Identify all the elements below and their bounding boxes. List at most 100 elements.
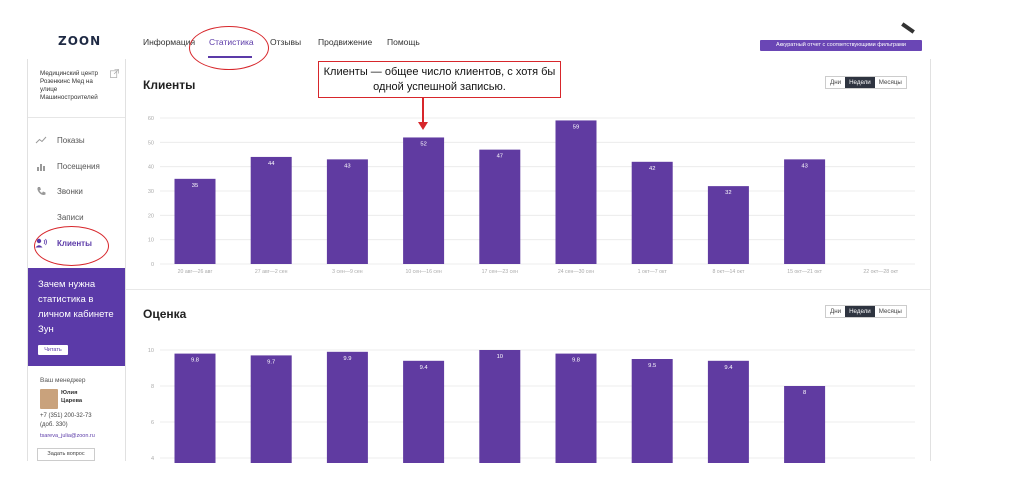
y-tick-label: 0 — [151, 262, 154, 268]
bar-value-label: 9.8 — [572, 358, 580, 364]
clients-chart-title: Клиенты — [143, 78, 196, 92]
frame-border-left — [27, 59, 28, 461]
period-weeks[interactable]: Недели — [845, 77, 875, 88]
y-tick-label: 6 — [151, 420, 154, 426]
y-tick-label: 40 — [148, 165, 154, 171]
bar — [707, 360, 749, 463]
promo-card: Зачем нужна статистика в личном кабинете… — [28, 268, 125, 366]
period-days[interactable]: Дни — [830, 79, 842, 86]
y-tick-label: 8 — [151, 384, 154, 390]
bar-value-label: 9.4 — [420, 365, 429, 371]
manager-name: Юлия Царева — [61, 389, 82, 405]
bar-value-label: 52 — [420, 141, 426, 147]
sidebar-item-label: Показы — [57, 135, 85, 145]
external-link-icon[interactable] — [110, 69, 119, 78]
y-tick-label: 60 — [148, 116, 154, 122]
read-button[interactable]: Читать — [38, 345, 68, 355]
rating-bar-chart: 4 6 8 10 9.8 9.7 9.9 9.4 10 9.8 9.5 9.4 8 — [148, 348, 915, 463]
bar — [784, 159, 826, 264]
bar-chart-icon — [35, 160, 47, 172]
sidebar-item-bookings[interactable]: Записи — [35, 210, 84, 224]
period-weeks[interactable]: Недели — [845, 306, 875, 317]
tab-help[interactable]: Помощь — [387, 37, 420, 47]
bar-value-label: 8 — [803, 390, 806, 396]
period-days[interactable]: Дни — [830, 308, 842, 315]
bar-value-label: 9.9 — [343, 356, 351, 362]
ask-question-button[interactable]: Задать вопрос — [37, 448, 95, 461]
bar-value-label: 9.8 — [191, 358, 199, 364]
sidebar-item-label: Записи — [57, 212, 84, 222]
bar — [250, 355, 292, 463]
y-tick-label: 20 — [148, 213, 154, 219]
sidebar-item-visits[interactable]: Посещения — [35, 159, 100, 173]
frame-border-right — [930, 59, 931, 461]
bar-value-label: 9.5 — [648, 363, 656, 369]
sidebar-separator — [28, 117, 125, 118]
clients-period-switcher: Дни Недели Месяцы — [825, 76, 907, 89]
sidebar-item-impressions[interactable]: Показы — [35, 133, 85, 147]
bar-value-label: 43 — [801, 163, 807, 169]
rating-period-switcher: Дни Недели Месяцы — [825, 305, 907, 318]
y-tick-label: 10 — [148, 238, 154, 244]
period-months[interactable]: Месяцы — [878, 308, 902, 315]
tab-promotion[interactable]: Продвижение — [318, 37, 373, 47]
period-months[interactable]: Месяцы — [878, 79, 902, 86]
bar — [174, 353, 216, 463]
trend-icon — [35, 134, 47, 146]
section-divider — [126, 289, 930, 290]
annotation-arrow — [422, 98, 424, 124]
bar — [250, 156, 292, 264]
bar — [631, 359, 673, 463]
sidebar-item-calls[interactable]: Звонки — [35, 184, 83, 198]
bar-value-label: 9.7 — [267, 359, 275, 365]
avatar — [40, 389, 58, 409]
x-tick-label: 1 окт—7 окт — [638, 269, 668, 275]
tab-reviews[interactable]: Отзывы — [270, 37, 302, 47]
corner-mark-icon — [901, 22, 915, 34]
clinic-name[interactable]: Медицинский центр Розенкинс Мед на улице… — [40, 70, 99, 101]
bar — [707, 186, 749, 264]
bar-value-label: 43 — [344, 163, 350, 169]
x-tick-label: 8 окт—14 окт — [712, 269, 745, 275]
bar-value-label: 32 — [725, 190, 731, 196]
report-button[interactable]: Аккуратный отчет с соответствующими филь… — [760, 40, 922, 51]
bar-value-label: 59 — [573, 124, 579, 130]
x-tick-label: 15 окт—21 окт — [787, 269, 822, 275]
sidebar-item-label: Звонки — [57, 186, 83, 196]
highlight-ellipse-clients — [34, 226, 109, 266]
bar — [403, 137, 445, 264]
sidebar-divider — [125, 59, 126, 461]
bar-value-label: 9.4 — [724, 365, 733, 371]
x-tick-label: 27 авг—2 сен — [255, 269, 288, 275]
bar — [555, 353, 597, 463]
manager-first-name: Юлия — [61, 390, 78, 396]
manager-phone[interactable]: +7 (351) 200-32-73 — [40, 413, 92, 419]
manager-last-name: Царева — [61, 398, 83, 404]
manager-email[interactable]: tsareva_julia@zoon.ru — [40, 433, 95, 439]
bar — [479, 350, 521, 463]
y-tick-label: 30 — [148, 189, 154, 195]
bar — [174, 178, 216, 264]
y-tick-label: 10 — [148, 348, 154, 354]
bar-value-label: 35 — [192, 183, 198, 189]
tab-info[interactable]: Информация — [143, 37, 196, 47]
manager-ext: (доб. 330) — [40, 421, 68, 428]
x-tick-label: 22 окт—28 окт — [863, 269, 898, 275]
annotation-arrow-head — [418, 122, 428, 130]
annotation-callout: Клиенты — общее число клиентов, с хотя б… — [318, 61, 561, 98]
manager-label: Ваш менеджер — [40, 377, 86, 384]
bar — [479, 149, 521, 264]
y-tick-label: 4 — [151, 456, 154, 462]
x-tick-label: 17 сен—23 сен — [482, 269, 518, 275]
bar — [555, 120, 597, 264]
bar-value-label: 42 — [649, 166, 655, 172]
zoon-logo[interactable]: ZOON — [58, 34, 102, 48]
x-tick-label: 24 сен—30 сен — [558, 269, 594, 275]
x-tick-label: 3 сен—9 сен — [332, 269, 363, 275]
clients-bar-chart: 0 10 20 30 40 50 60 35 20 авг—26 авг 44 27 авг—2 с… — [148, 116, 915, 275]
sidebar-item-label: Посещения — [57, 161, 100, 171]
bar-value-label: 44 — [268, 161, 275, 167]
bar — [631, 161, 673, 264]
bar-value-label: 10 — [497, 354, 503, 360]
highlight-ellipse-statistics — [189, 26, 269, 70]
